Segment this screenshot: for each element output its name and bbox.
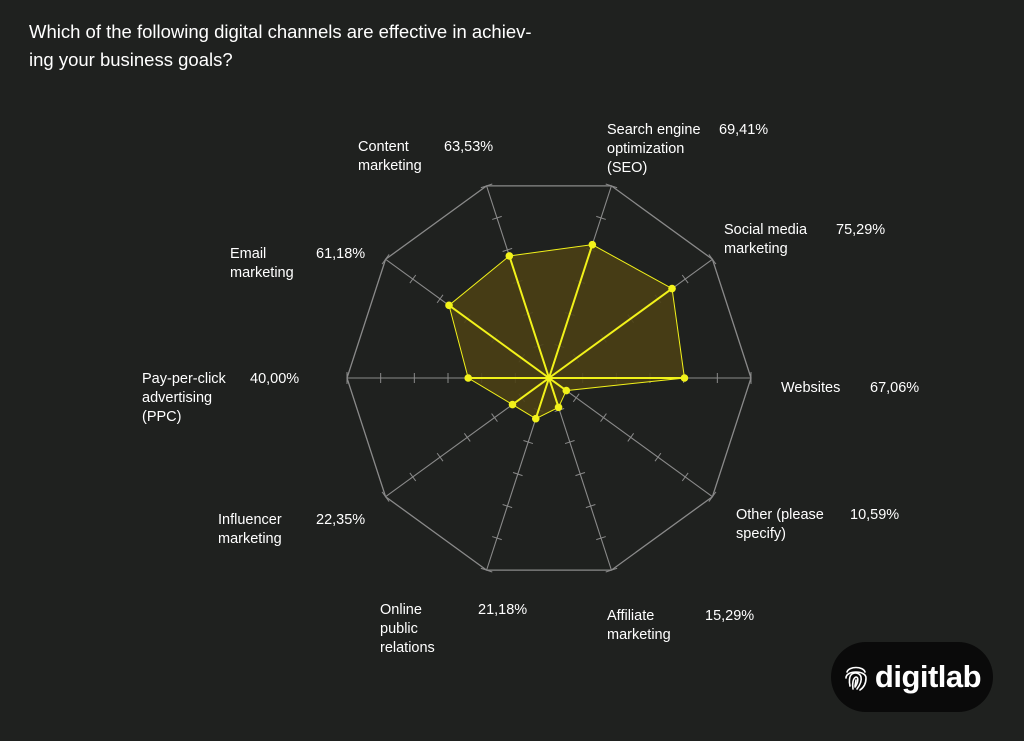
category-label: Pay-per-click (142, 371, 227, 387)
radar-value-spoke (548, 244, 594, 379)
radar-value-spoke (548, 287, 673, 379)
category-label: marketing (724, 241, 788, 257)
category-label: Websites (781, 380, 840, 396)
category-label: relations (380, 640, 435, 656)
value-label: 40,00% (250, 371, 299, 387)
radar-tick (512, 472, 523, 477)
category-label: specify) (736, 526, 786, 542)
value-label: 75,29% (836, 222, 885, 238)
radar-point (668, 284, 676, 293)
radar-tick (564, 440, 575, 445)
radar-tick (708, 491, 717, 502)
radar-tick (492, 536, 502, 541)
radar-tick (502, 504, 513, 509)
category-label: Search engine (607, 122, 701, 138)
category-label: marketing (358, 158, 422, 174)
radar-point (464, 374, 473, 382)
radar-value-spoke (448, 304, 550, 379)
chart-title-line-1: Which of the following digital channels … (29, 21, 532, 42)
radar-tick (480, 567, 493, 573)
radar-tick (600, 413, 607, 422)
category-label: Other (please (736, 507, 824, 523)
category-label: Content (358, 139, 409, 155)
category-label: (PPC) (142, 409, 181, 425)
value-label: 10,59% (850, 507, 899, 523)
category-label: public (380, 621, 418, 637)
radar-value-spoke (548, 377, 560, 408)
radar-tick (381, 491, 390, 502)
radar-tick (708, 254, 717, 265)
radar-tick (605, 183, 618, 189)
value-label: 15,29% (705, 608, 754, 624)
category-label: (SEO) (607, 160, 647, 176)
radar-tick (654, 452, 662, 462)
radar-value-spoke (534, 377, 550, 419)
radar-tick (436, 294, 444, 304)
radar-tick (381, 254, 390, 265)
radar-point (505, 252, 514, 260)
fingerprint-icon (845, 666, 867, 691)
value-label: 69,41% (719, 122, 768, 138)
radar-value-spoke (508, 255, 550, 379)
radar-tick (436, 452, 444, 462)
radar-value-spoke (511, 377, 550, 406)
radar-tick (409, 472, 417, 482)
radar-tick (492, 215, 502, 220)
category-label: marketing (218, 531, 282, 547)
radar-tick (409, 274, 417, 284)
category-label: Online (380, 602, 422, 618)
radar-tick (480, 183, 493, 189)
radar-tick (502, 247, 513, 252)
value-label: 22,35% (316, 512, 365, 528)
radar-tick (572, 393, 580, 403)
value-label: 61,18% (316, 246, 365, 262)
radar-point (554, 403, 563, 412)
brand-logo: digitlab (831, 642, 993, 712)
radar-tick (627, 433, 635, 442)
radar-point (680, 374, 689, 382)
radar-tick (681, 274, 689, 284)
category-label: marketing (230, 265, 294, 281)
chart-title-line-2: ing your business goals? (29, 49, 233, 70)
radar-tick (605, 567, 618, 573)
category-label: Affiliate (607, 608, 654, 624)
radar-tick (596, 215, 606, 220)
category-label: Social media (724, 222, 808, 238)
radar-point (588, 240, 597, 249)
value-label: 67,06% (870, 380, 919, 396)
value-label: 63,53% (444, 139, 493, 155)
value-label: 21,18% (478, 602, 527, 618)
brand-name: digitlab (874, 659, 982, 694)
radar-labels: Websites 67,06% Social media marketing 75,29… (142, 122, 919, 656)
category-label: optimization (607, 141, 684, 157)
chart-title: Which of the following digital channels … (29, 18, 549, 74)
radar-point (531, 414, 540, 423)
radar-tick (575, 472, 586, 477)
category-label: advertising (142, 390, 212, 406)
radar-tick (491, 413, 498, 422)
category-label: Influencer (218, 512, 282, 528)
radar-tick (463, 433, 471, 442)
radar-tick (523, 440, 534, 445)
radar-point (562, 386, 571, 395)
category-label: Email (230, 246, 266, 262)
radar-series (445, 240, 689, 423)
radar-tick (596, 536, 606, 541)
radar-tick (585, 504, 596, 509)
category-label: marketing (607, 627, 671, 643)
radar-point (445, 301, 453, 310)
radar-tick (681, 472, 689, 482)
radar-point (508, 400, 517, 409)
